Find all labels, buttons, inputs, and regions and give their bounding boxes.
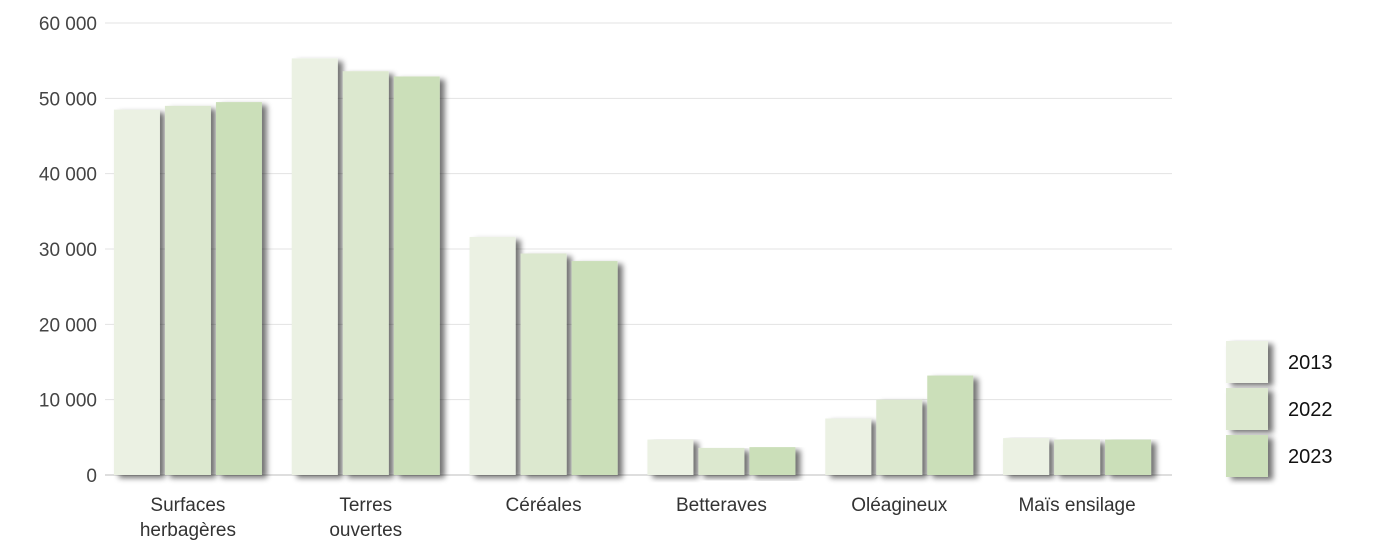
bar-2023-5 <box>1105 439 1152 475</box>
x-category-label: Terres ouvertes <box>329 495 402 541</box>
x-category-label: Maïs ensilage <box>1018 495 1135 516</box>
bar-2013-3 <box>647 439 694 475</box>
bar-2023-3 <box>749 447 796 475</box>
legend-label-2023: 2023 <box>1288 446 1333 468</box>
bar-2022-5 <box>1054 439 1101 475</box>
bar-2022-4 <box>876 399 923 475</box>
x-category-label: Betteraves <box>676 495 767 516</box>
y-axis-ticks: 0 10 000 20 000 30 000 40 000 50 000 60 000 <box>39 14 97 487</box>
y-tick-label: 40 000 <box>39 165 97 186</box>
bar-2013-1 <box>291 58 338 475</box>
bar-2013-5 <box>1003 438 1050 475</box>
legend-swatch-2023 <box>1226 435 1268 477</box>
legend-label-2022: 2022 <box>1288 399 1333 421</box>
bar-2023-0 <box>215 102 262 475</box>
bar-2023-1 <box>393 76 440 475</box>
legend-swatch-2013 <box>1226 341 1268 383</box>
y-tick-label: 10 000 <box>39 391 97 412</box>
bar-2013-4 <box>825 418 872 475</box>
bar-2013-2 <box>469 236 516 475</box>
gridlines <box>105 22 1172 476</box>
y-tick-label: 50 000 <box>39 89 97 110</box>
legend-swatch-2022 <box>1226 388 1268 430</box>
y-tick-label: 0 <box>86 466 97 487</box>
y-tick-label: 60 000 <box>39 14 97 35</box>
x-axis-categories: Surfaces herbagères Terres ouvertes Céréales… <box>140 495 1136 541</box>
bar-2013-0 <box>113 109 160 475</box>
bars <box>113 58 1152 476</box>
legend: 2013 2022 2023 <box>1226 341 1333 477</box>
x-category-label: Céréales <box>506 495 582 516</box>
bar-2023-2 <box>571 261 618 475</box>
legend-label-2013: 2013 <box>1288 352 1333 374</box>
y-tick-label: 30 000 <box>39 240 97 261</box>
x-category-label: Oléagineux <box>851 495 948 516</box>
bar-2022-1 <box>342 71 389 476</box>
x-category-label: Surfaces herbagères <box>140 495 236 541</box>
bar-2022-0 <box>164 105 211 475</box>
y-tick-label: 20 000 <box>39 315 97 336</box>
bar-2022-3 <box>698 447 745 475</box>
bar-2022-2 <box>520 253 567 475</box>
bar-2023-4 <box>927 375 974 475</box>
